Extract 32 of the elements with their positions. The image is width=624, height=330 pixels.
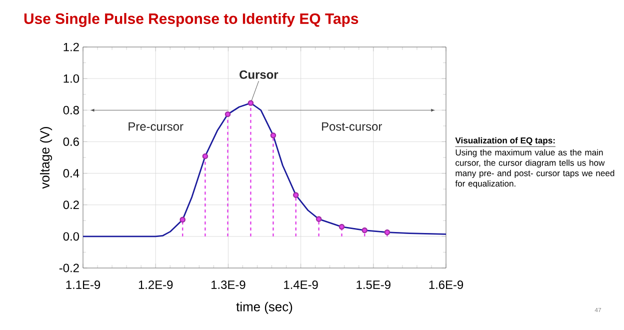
text: Using the maximum value as the main cursor, the cursor diagram tells us how many pre- and post- cursor taps we need for equalization. xyxy=(455,149,614,188)
x-axis-title: time (sec) xyxy=(236,302,292,314)
x-tick-label: 1.4E-9 xyxy=(284,280,318,289)
point xyxy=(316,216,322,222)
point xyxy=(248,100,254,106)
point xyxy=(338,224,345,230)
x-tick-label: 1.2E-9 xyxy=(138,280,173,289)
chart-title: Use Single Pulse Response to Identify EQ Taps xyxy=(24,13,358,27)
text: Visualization of EQ taps: xyxy=(455,137,555,146)
y-tick-label: 0.0 xyxy=(63,232,80,241)
annotation: Cursor xyxy=(240,70,278,79)
x-tick-label: 1.3E-9 xyxy=(212,280,246,289)
x-tick-label: 1.6E-9 xyxy=(429,280,464,289)
y-tick-label: 0.2 xyxy=(63,200,79,210)
point xyxy=(384,229,390,236)
y-tick-label: 1.2 xyxy=(64,42,79,52)
point xyxy=(202,153,208,160)
annotation: Post-cursor xyxy=(322,122,382,131)
point xyxy=(292,192,299,198)
y-tick-label: 0.8 xyxy=(63,106,79,114)
point xyxy=(224,111,231,118)
y-tick-label: 0.6 xyxy=(63,137,79,146)
x-tick-label: 1.1E-9 xyxy=(66,280,100,289)
annotation: Pre-cursor xyxy=(128,122,184,131)
point xyxy=(270,132,276,138)
y-tick-label: -0.2 xyxy=(59,264,79,272)
y-axis-title: voltage (V) xyxy=(40,127,52,189)
point xyxy=(362,227,368,234)
x-tick-label: 1.5E-9 xyxy=(356,280,390,289)
y-tick-label: 0.4 xyxy=(63,169,80,178)
y-tick-label: 1.0 xyxy=(64,74,80,83)
point xyxy=(180,216,186,223)
